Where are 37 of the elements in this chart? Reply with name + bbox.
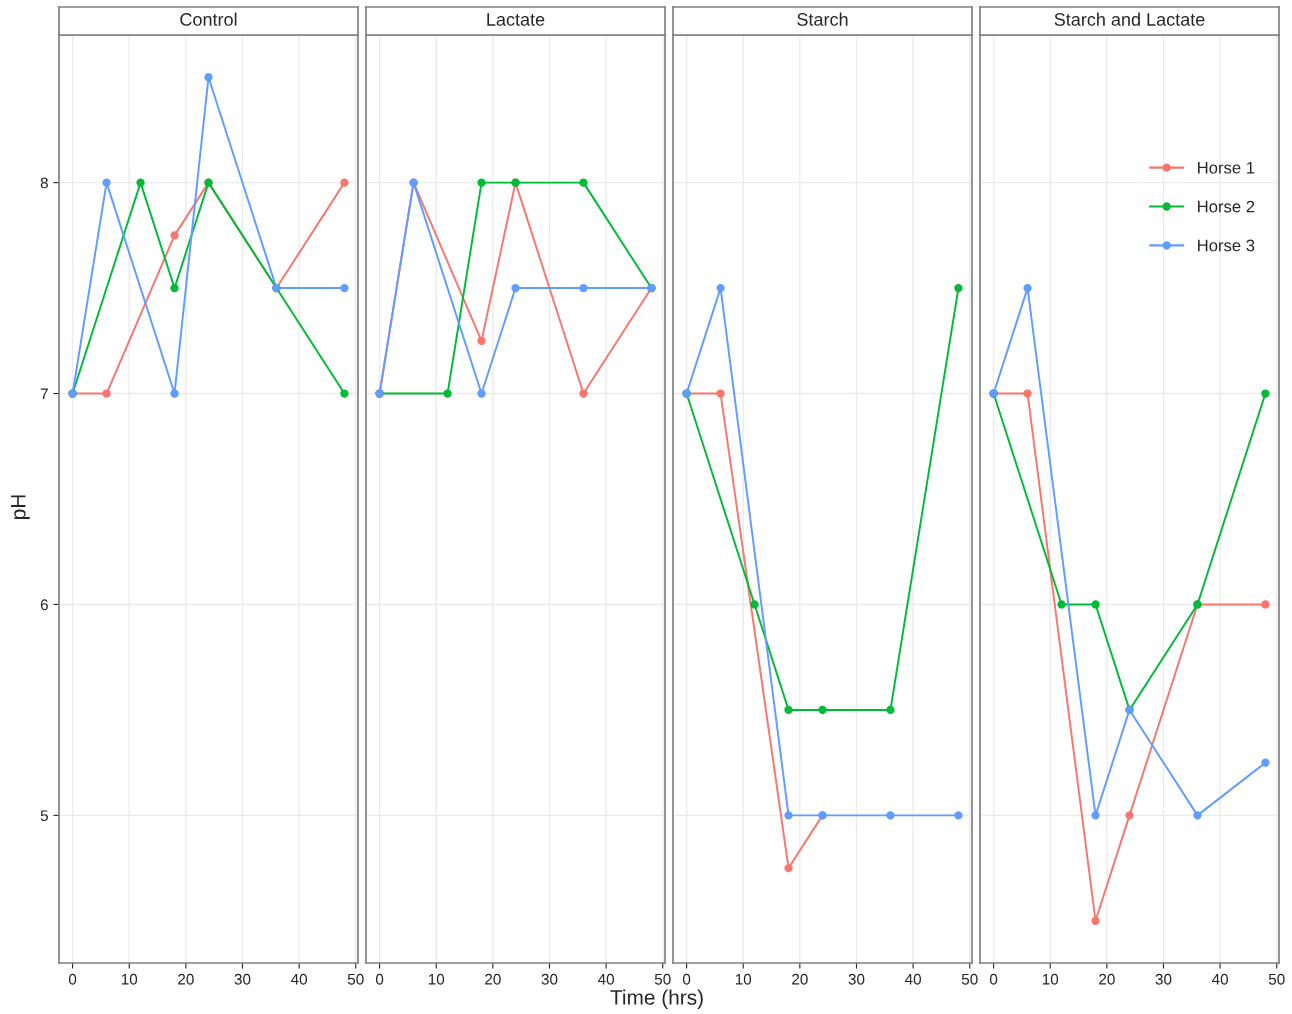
x-tick-label: 40 bbox=[904, 973, 922, 985]
x-tick-label: 50 bbox=[347, 973, 364, 985]
x-tick-label: 50 bbox=[1268, 973, 1285, 985]
x-tick-label: 0 bbox=[989, 973, 998, 985]
x-tick-label: 40 bbox=[290, 973, 308, 985]
x-tick-label: 50 bbox=[654, 973, 671, 985]
chart-title: Lactate bbox=[487, 13, 545, 26]
x-tick-label: 20 bbox=[792, 973, 808, 985]
x-tick-label: 30 bbox=[234, 973, 251, 985]
x-tick-label: 20 bbox=[1099, 973, 1115, 985]
x-tick-label: 0 bbox=[375, 973, 384, 985]
y-axis-title: pH bbox=[11, 495, 30, 519]
y-tick-label: 6 bbox=[40, 599, 48, 611]
x-tick-label: 0 bbox=[68, 973, 77, 985]
y-tick-label: 8 bbox=[40, 177, 48, 189]
x-tick-label: 0 bbox=[682, 973, 691, 985]
chart-title: Control bbox=[180, 12, 237, 26]
legend-label: Horse 1 bbox=[1198, 161, 1255, 174]
x-tick-label: 10 bbox=[428, 973, 445, 985]
y-tick-label: 7 bbox=[40, 388, 48, 400]
x-tick-label: 10 bbox=[1042, 973, 1059, 985]
x-tick-label: 10 bbox=[735, 973, 752, 985]
x-tick-label: 10 bbox=[121, 973, 138, 985]
legend-label: Horse 2 bbox=[1198, 200, 1255, 213]
x-tick-label: 50 bbox=[961, 973, 978, 985]
x-tick-label: 20 bbox=[178, 973, 194, 985]
chart-title: Starch bbox=[797, 12, 848, 26]
x-tick-label: 20 bbox=[485, 973, 501, 985]
y-tick-label: 5 bbox=[40, 810, 48, 822]
x-tick-label: 30 bbox=[848, 973, 865, 985]
chart-title: Starch and Lactate bbox=[1054, 12, 1205, 26]
x-axis-title: Time (hrs) bbox=[610, 989, 703, 1009]
x-tick-label: 30 bbox=[1155, 973, 1172, 985]
x-tick-label: 30 bbox=[541, 973, 558, 985]
legend-label: Horse 3 bbox=[1198, 239, 1255, 252]
x-tick-label: 40 bbox=[1211, 973, 1229, 985]
x-tick-label: 40 bbox=[597, 973, 615, 985]
